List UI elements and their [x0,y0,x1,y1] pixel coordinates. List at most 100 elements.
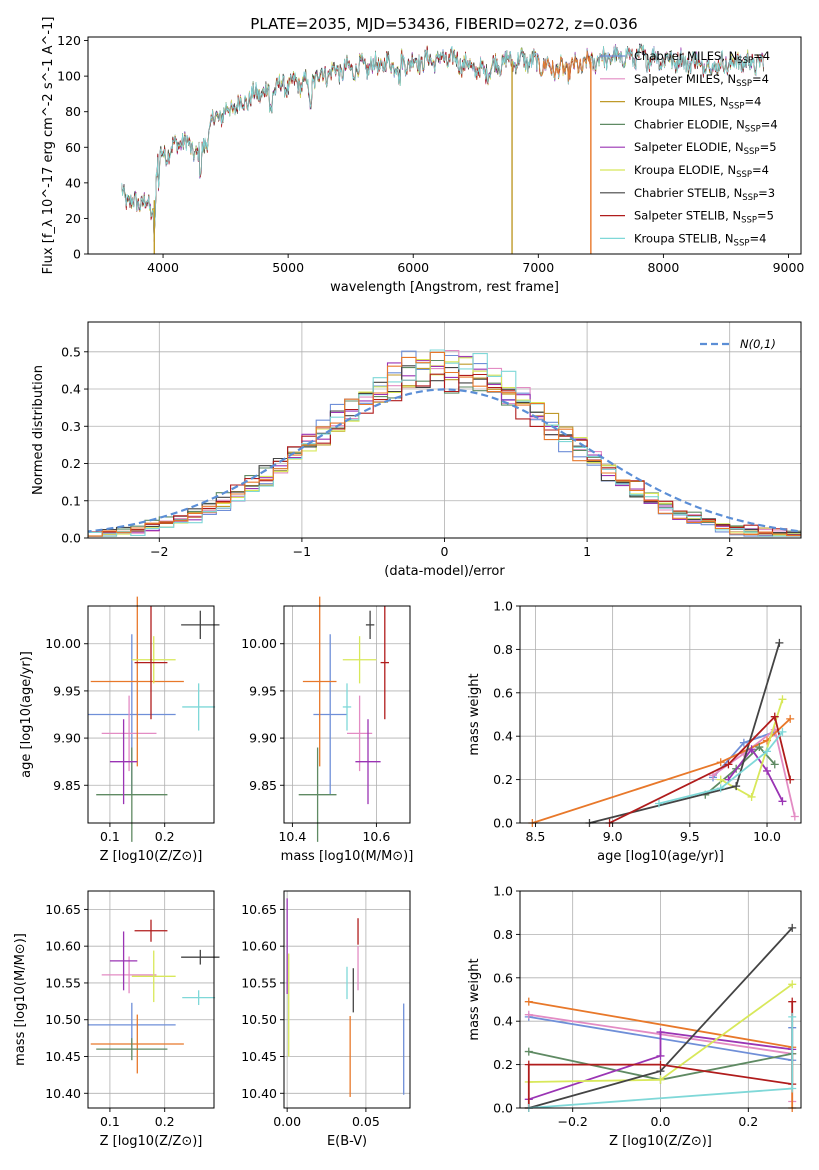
plot-frame [283,890,411,1109]
x-tick-label: 0.0 [651,1114,671,1129]
x-tick-label: 9.0 [603,829,623,844]
weight_vs_Z-frame: −0.2 0.0 0.2 0.0 0.2 0.4 0.6 0.8 1.0 Z [log10(Z/Z… [467,884,802,1149]
y-axis-label: age [log10(age/yr)] [19,651,34,778]
mass_vs_ebv-frame: 0.00 0.05 10.40 10.45 10.50 10.55 10.60 10.65 E(… [241,890,411,1149]
y-tick-label: 80 [65,104,81,119]
mass-weight-marker [656,1060,665,1069]
y-tick-label: 0.0 [493,816,513,831]
y-tick-label: 10.45 [45,1049,81,1064]
residual-histogram-line [88,349,801,537]
mass-weight-marker [778,695,787,704]
age_vs_mass-axes [284,606,410,823]
weight_vs_age-axes [520,605,801,824]
age_vs_mass-points [298,596,389,842]
mass_vs_ebv-axes [284,891,410,1108]
plot-frame [519,605,802,824]
mass_vs_ebv-points [286,898,405,1097]
y-tick-label: 9.95 [53,683,81,698]
y-axis-label: mass weight [467,958,482,1040]
mass-weight-marker [790,812,799,821]
x-axis-label: (data-model)/error [384,564,505,579]
y-tick-label: 10.50 [241,1012,277,1027]
mass-weight-marker [524,1060,533,1069]
x-tick-label: 7000 [522,260,554,275]
x-axis-label: age [log10(age/yr)] [597,849,724,864]
spectrum-lines [121,42,764,254]
mass-weight-line [658,731,784,805]
legend-label: Kroupa ELODIE, NSSP=4 [634,163,769,180]
spectrum-legend: Chabrier MILES, NSSP=4 Salpeter MILES, NS… [600,49,778,248]
x-axis-label: Z [log10(Z/Z⊙)] [609,1134,712,1149]
mass-weight-marker [788,1012,797,1021]
mass-weight-line [528,1030,793,1101]
y-tick-label: 1.0 [493,599,513,614]
x-tick-label: 9000 [773,260,805,275]
x-tick-label: −1 [293,544,311,559]
mass-weight-marker [656,1075,665,1084]
y-axis-label: Flux [f_λ 10^-17 erg cm^-2 s^-1 A^-1] [41,17,56,275]
plot-frame [87,605,215,824]
y-tick-label: 100 [57,69,81,84]
x-tick-label: 2 [726,544,734,559]
mass-weight-line [609,714,792,824]
x-tick-label: 0.2 [155,829,175,844]
x-tick-label: 0.1 [100,1114,120,1129]
legend-label: Chabrier STELIB, NSSP=3 [634,186,775,203]
residual-histograms [88,349,801,537]
y-tick-label: 10.40 [241,1086,277,1101]
spectrum-series-line [121,44,764,240]
legend-label: Salpeter STELIB, NSSP=5 [634,209,774,226]
mass-weight-marker [788,997,797,1006]
y-tick-label: 60 [65,140,81,155]
y-tick-label: 10.50 [45,1012,81,1027]
y-tick-label: 10.55 [45,975,81,990]
mass-weight-marker [739,738,748,747]
mass-weight-marker [755,743,764,752]
y-tick-label: 0 [73,247,81,262]
y-tick-label: 40 [65,175,81,190]
mass_vs_Z-axes [88,891,214,1108]
legend-label: Kroupa STELIB, NSSP=4 [634,231,766,248]
mass-weight-marker [747,792,756,801]
y-tick-label: 0.2 [493,772,513,787]
y-tick-label: 0.6 [493,970,513,985]
x-tick-label: 6000 [397,260,429,275]
y-tick-label: 0.8 [493,927,513,942]
y-tick-label: 0.5 [61,344,81,359]
spectrum-frame: 4000 5000 6000 7000 8000 9000 0 20 40 60 80 100 120 w… [41,17,804,295]
y-tick-label: 10.65 [241,902,277,917]
x-axis-label: mass [log10(M/M⊙)] [281,849,414,864]
mass-weight-marker [770,712,779,721]
gaussian-curve [88,388,801,533]
mass-weight-marker [778,797,787,806]
y-tick-label: 9.90 [249,731,277,746]
residual-histogram-line [88,351,801,537]
y-tick-label: 0.4 [61,382,81,397]
x-tick-label: 1 [583,544,591,559]
y-tick-label: 10.40 [45,1086,81,1101]
mass-weight-marker [724,760,733,769]
y-tick-label: 9.85 [53,778,81,793]
weight_vs_age-lines [528,638,799,827]
mass-weight-line [727,747,784,802]
mass-weight-marker [788,1084,797,1093]
mass_vs_Z-points [88,919,220,1074]
mass-weight-marker [716,775,725,784]
x-tick-label: 0.1 [100,829,120,844]
x-tick-label: 10.0 [753,829,781,844]
x-tick-label: 5000 [272,260,304,275]
x-tick-label: 8000 [647,260,679,275]
mass-weight-marker [656,1028,665,1037]
mass-weight-marker [763,747,772,756]
mass-weight-marker [716,758,725,767]
x-tick-label: 8.5 [525,829,545,844]
y-tick-label: 1.0 [493,884,513,899]
age_vs_mass-frame: 10.4 10.6 9.85 9.90 9.95 10.00 mass [log10(M/M… [241,605,414,864]
mass-weight-marker [786,775,795,784]
y-tick-label: 10.00 [45,636,81,651]
x-tick-label: −2 [150,544,168,559]
x-tick-label: 0.05 [352,1114,380,1129]
mass-weight-marker [656,1051,665,1060]
x-tick-label: 0.00 [273,1114,301,1129]
